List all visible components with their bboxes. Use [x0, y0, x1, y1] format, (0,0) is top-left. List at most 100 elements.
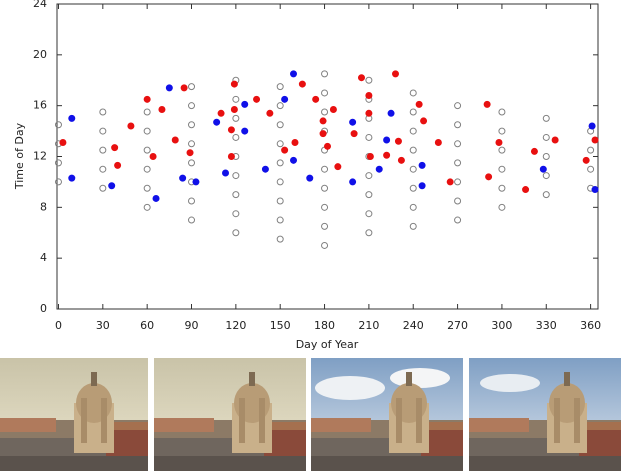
point [189, 141, 195, 147]
point [277, 236, 283, 242]
point [455, 160, 461, 166]
point [410, 223, 416, 229]
photo [311, 358, 463, 471]
point [330, 106, 336, 112]
point [109, 183, 115, 189]
point [277, 160, 283, 166]
x-tick-label: 60 [140, 319, 154, 332]
point [455, 141, 461, 147]
point [484, 101, 490, 107]
point [366, 93, 372, 99]
point [322, 90, 328, 96]
point [189, 198, 195, 204]
point [325, 143, 331, 149]
y-tick-label: 4 [40, 251, 47, 264]
point [496, 140, 502, 146]
point [588, 166, 594, 172]
point [233, 115, 239, 121]
point [350, 179, 356, 185]
point [69, 115, 75, 121]
point [277, 217, 283, 223]
point [242, 101, 248, 107]
y-tick-label: 0 [40, 302, 47, 315]
point [358, 75, 364, 81]
point [277, 141, 283, 147]
point [150, 154, 156, 160]
point [367, 154, 373, 160]
point [421, 118, 427, 124]
point [395, 138, 401, 144]
point [180, 175, 186, 181]
point [322, 109, 328, 115]
point [144, 147, 150, 153]
x-tick-label: 120 [225, 319, 246, 332]
point [322, 166, 328, 172]
point [144, 185, 150, 191]
point [410, 90, 416, 96]
y-tick-label: 20 [33, 48, 47, 61]
point [231, 106, 237, 112]
point [543, 154, 549, 160]
point [153, 195, 159, 201]
point [254, 96, 260, 102]
point [267, 110, 273, 116]
x-tick-label: 330 [536, 319, 557, 332]
point [592, 137, 598, 143]
x-tick-label: 270 [447, 319, 468, 332]
point [499, 128, 505, 134]
point [144, 128, 150, 134]
point [543, 192, 549, 198]
point [499, 147, 505, 153]
point [499, 185, 505, 191]
point [543, 134, 549, 140]
x-tick-label: 0 [55, 319, 62, 332]
point [144, 204, 150, 210]
photo [154, 358, 306, 471]
point [592, 187, 598, 193]
point [282, 147, 288, 153]
point [115, 162, 121, 168]
point [291, 71, 297, 77]
point [218, 110, 224, 116]
x-tick-label: 360 [580, 319, 601, 332]
point [189, 217, 195, 223]
point [233, 134, 239, 140]
point [262, 166, 268, 172]
point [291, 157, 297, 163]
point [277, 103, 283, 109]
x-tick-label: 30 [96, 319, 110, 332]
point [552, 137, 558, 143]
point [322, 204, 328, 210]
point [447, 179, 453, 185]
point [233, 173, 239, 179]
point [299, 81, 305, 87]
point [189, 160, 195, 166]
plot-frame [57, 4, 598, 309]
point [455, 217, 461, 223]
point [455, 103, 461, 109]
point [589, 123, 595, 129]
point [531, 148, 537, 154]
point [100, 147, 106, 153]
point [455, 198, 461, 204]
point [410, 185, 416, 191]
point [410, 166, 416, 172]
photo [469, 358, 621, 471]
x-tick-label: 150 [270, 319, 291, 332]
point [242, 128, 248, 134]
point [100, 109, 106, 115]
point [335, 164, 341, 170]
y-tick-label: 8 [40, 200, 47, 213]
point [282, 96, 288, 102]
point [189, 84, 195, 90]
point [166, 85, 172, 91]
point [419, 183, 425, 189]
point [228, 127, 234, 133]
point [410, 204, 416, 210]
x-tick-label: 240 [403, 319, 424, 332]
point [55, 122, 61, 128]
photo [0, 358, 148, 471]
photo-strip [0, 358, 621, 471]
point [583, 157, 589, 163]
point [187, 150, 193, 156]
